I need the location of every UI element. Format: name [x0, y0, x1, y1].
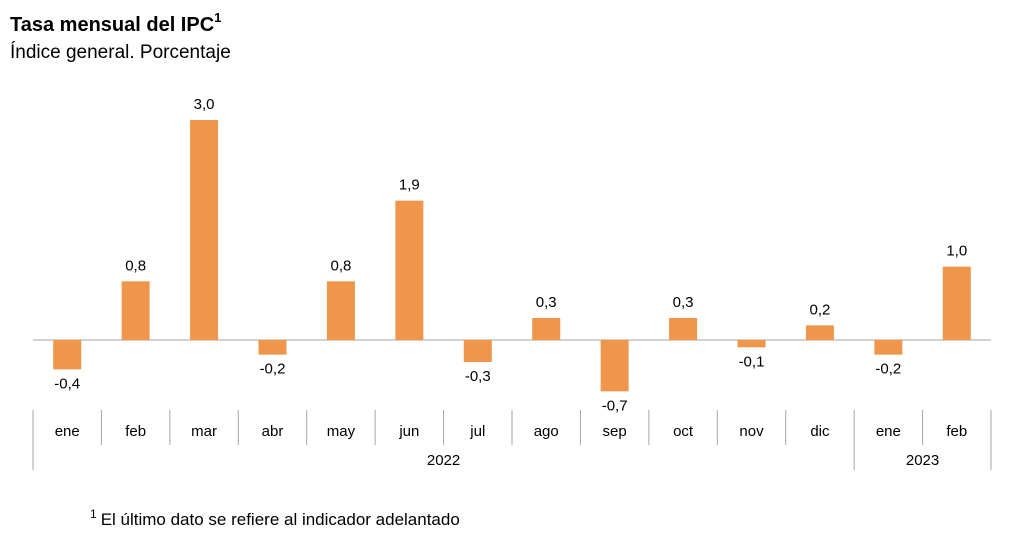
- x-tick-label: feb: [946, 423, 967, 440]
- x-tick-label: ago: [534, 423, 559, 440]
- bar: [805, 325, 834, 340]
- data-label: 0,8: [330, 257, 351, 274]
- x-tick-label: jun: [398, 423, 419, 440]
- bar: [258, 340, 287, 355]
- chart-subtitle: Índice general. Porcentaje: [10, 42, 231, 63]
- bar: [395, 200, 424, 340]
- x-tick-label: sep: [603, 423, 627, 440]
- bar: [874, 340, 903, 355]
- data-label: 3,0: [194, 96, 215, 113]
- data-label: 1,9: [399, 177, 420, 194]
- chart-title: Tasa mensual del IPC1: [10, 10, 221, 36]
- x-tick-label: ene: [876, 423, 901, 440]
- group-label: 2023: [906, 452, 939, 469]
- title-note: 1: [214, 10, 221, 25]
- x-tick-label: may: [327, 423, 356, 440]
- data-label: -0,7: [602, 397, 628, 414]
- bar: [942, 266, 971, 340]
- bar: [600, 340, 629, 392]
- data-label: 0,3: [673, 294, 694, 311]
- x-tick-label: abr: [262, 423, 284, 440]
- x-tick-label: ene: [55, 423, 80, 440]
- group-label: 2022: [427, 452, 460, 469]
- bar: [121, 281, 150, 340]
- bar: [53, 340, 82, 370]
- data-label: 0,2: [809, 301, 830, 318]
- bar: [532, 318, 561, 340]
- x-tick-label: feb: [125, 423, 146, 440]
- x-tick-label: jul: [469, 423, 485, 440]
- data-label: 1,0: [946, 243, 967, 260]
- x-tick-label: oct: [673, 423, 694, 440]
- data-label: 0,3: [536, 294, 557, 311]
- data-label: -0,2: [875, 361, 901, 378]
- footnote-marker: 1: [90, 507, 97, 521]
- footnote-text: El último dato se refiere al indicador a…: [101, 510, 460, 529]
- bar: [190, 120, 219, 340]
- bar: [669, 318, 698, 340]
- data-label: 0,8: [125, 257, 146, 274]
- data-label: -0,1: [739, 353, 765, 370]
- x-tick-label: nov: [739, 423, 764, 440]
- title-text: Tasa mensual del IPC: [10, 14, 214, 36]
- data-label: -0,4: [54, 375, 80, 392]
- bar: [737, 340, 766, 348]
- bar: [326, 281, 355, 340]
- data-label: -0,2: [260, 361, 286, 378]
- x-tick-label: mar: [191, 423, 217, 440]
- bar: [463, 340, 492, 362]
- x-tick-label: dic: [810, 423, 830, 440]
- footnote: 1 El último dato se refiere al indicador …: [90, 507, 460, 529]
- data-label: -0,3: [465, 368, 491, 385]
